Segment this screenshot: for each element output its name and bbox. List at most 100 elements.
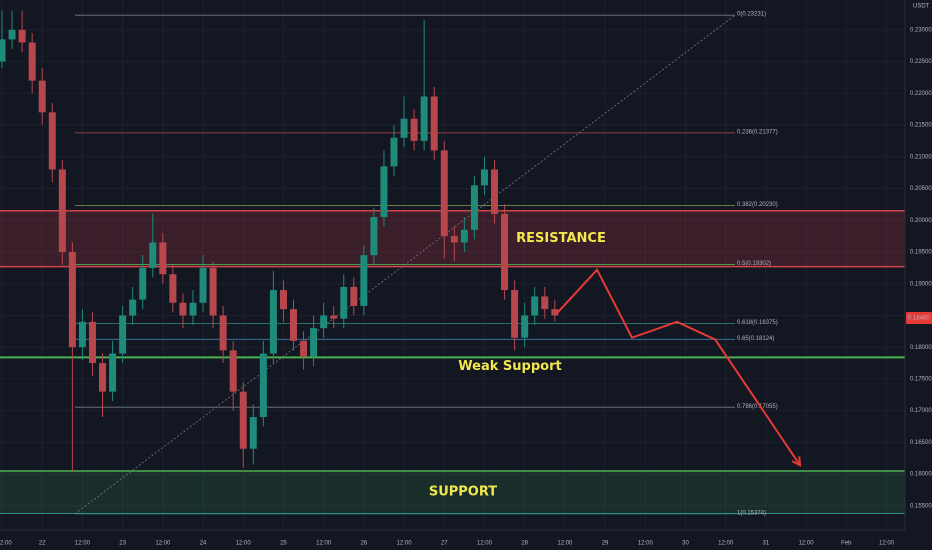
candle-body xyxy=(330,315,338,319)
candle-body xyxy=(48,112,56,170)
candle-body xyxy=(259,353,267,418)
candle-body xyxy=(340,286,348,319)
candle-body xyxy=(149,242,157,268)
candle-body xyxy=(370,217,378,256)
candle-body xyxy=(18,29,26,43)
x-tick-label: 23 xyxy=(119,541,126,547)
y-tick-label: 0.20500 xyxy=(910,186,932,192)
fib-label: 0.65(0.18124) xyxy=(737,336,774,342)
support-zone xyxy=(0,470,905,514)
candle-body xyxy=(58,169,66,252)
candle-body xyxy=(300,340,308,357)
x-tick-label: 28 xyxy=(521,541,528,547)
fib-trendline xyxy=(74,14,736,515)
candle-body xyxy=(229,350,237,392)
y-tick-label: 0.15500 xyxy=(910,503,932,509)
candle-body xyxy=(199,267,207,303)
y-tick-label: 0.20000 xyxy=(910,218,932,224)
x-tick-label: 25 xyxy=(280,541,287,547)
candle-body xyxy=(159,242,167,275)
y-tick-label: 0.22000 xyxy=(910,91,932,97)
candle-body xyxy=(219,315,227,351)
candle-body xyxy=(320,315,328,329)
candle-body xyxy=(541,296,549,310)
candle-body xyxy=(450,236,458,243)
x-tick-label: 12:00 xyxy=(316,541,332,547)
x-tick-label: 12:00 xyxy=(557,541,573,547)
candle-body xyxy=(430,96,438,151)
x-tick-label: 29 xyxy=(602,541,609,547)
x-tick-label: 12:00 xyxy=(477,541,493,547)
x-tick-label: 12:00 xyxy=(397,541,413,547)
x-tick-label: 12:00 xyxy=(75,541,91,547)
y-tick-label: 0.21000 xyxy=(910,154,932,160)
candle-body xyxy=(0,39,6,62)
fib-label: 0.236(0.21377) xyxy=(737,129,778,135)
candle-body xyxy=(480,169,488,186)
projection-line xyxy=(556,268,801,466)
zone-label: Weak Support xyxy=(458,359,561,374)
candle-body xyxy=(28,42,36,81)
candle-body xyxy=(400,118,408,138)
candle-body xyxy=(169,274,177,303)
x-tick-label: 12:00 xyxy=(638,541,654,547)
projection-arrowhead xyxy=(791,456,802,467)
candle-body xyxy=(8,29,16,40)
price-axis xyxy=(905,0,932,550)
candle-body xyxy=(531,296,539,316)
candle-body xyxy=(501,213,509,291)
y-tick-label: 0.16000 xyxy=(910,472,932,478)
candle-body xyxy=(249,417,257,449)
x-tick-label: 22 xyxy=(39,541,46,547)
candle-body xyxy=(551,309,559,316)
x-tick-label: 31 xyxy=(763,541,770,547)
x-tick-label: 12:00 xyxy=(155,541,171,547)
candle-body xyxy=(360,255,368,306)
x-tick-label: 26 xyxy=(361,541,368,547)
y-tick-label: 0.18000 xyxy=(910,345,932,351)
y-tick-label: 0.19500 xyxy=(910,250,932,256)
x-tick-label: 12:00 xyxy=(879,541,895,547)
x-tick-label: 27 xyxy=(441,541,448,547)
y-tick-label: 0.19000 xyxy=(910,281,932,287)
candle-body xyxy=(38,80,46,113)
x-tick-label: 2:00 xyxy=(0,541,12,547)
fib-label: 0.382(0.20230) xyxy=(737,202,778,208)
candle-body xyxy=(119,315,127,354)
zone-label: SUPPORT xyxy=(429,485,497,500)
candle-body xyxy=(99,363,107,392)
y-tick-label: 0.17500 xyxy=(910,377,932,383)
x-tick-label: Feb xyxy=(841,541,852,547)
fib-label: 0.786(0.17055) xyxy=(737,404,778,410)
x-tick-label: 12:00 xyxy=(236,541,252,547)
x-tick-label: 30 xyxy=(682,541,689,547)
candle-body xyxy=(470,185,478,230)
x-tick-label: 12:00 xyxy=(718,541,734,547)
y-tick-label: 0.22500 xyxy=(910,59,932,65)
y-tick-label: 0.17000 xyxy=(910,408,932,414)
candle-body xyxy=(129,299,137,316)
candle-body xyxy=(189,302,197,316)
fib-label: 0.5(0.19302) xyxy=(737,261,771,267)
candle-body xyxy=(410,118,418,141)
candle-body xyxy=(279,290,287,310)
candle-body xyxy=(88,321,96,364)
x-tick-label: 24 xyxy=(200,541,207,547)
x-tick-label: 12:00 xyxy=(799,541,815,547)
y-tick-label: 0.21500 xyxy=(910,123,932,129)
candle-body xyxy=(521,315,529,338)
candle-body xyxy=(380,166,388,218)
candle-body xyxy=(310,328,318,357)
fib-label: 0(0.23231) xyxy=(737,12,766,18)
last-price-tag xyxy=(906,312,932,324)
candle-body xyxy=(390,137,398,167)
candle-body xyxy=(239,391,247,449)
currency-label: USDT xyxy=(913,4,930,10)
y-tick-label: 0.23000 xyxy=(910,27,932,33)
zone-label: RESISTANCE xyxy=(516,231,606,246)
candle-body xyxy=(511,290,519,338)
candle-body xyxy=(109,353,117,392)
candle-body xyxy=(420,96,428,141)
